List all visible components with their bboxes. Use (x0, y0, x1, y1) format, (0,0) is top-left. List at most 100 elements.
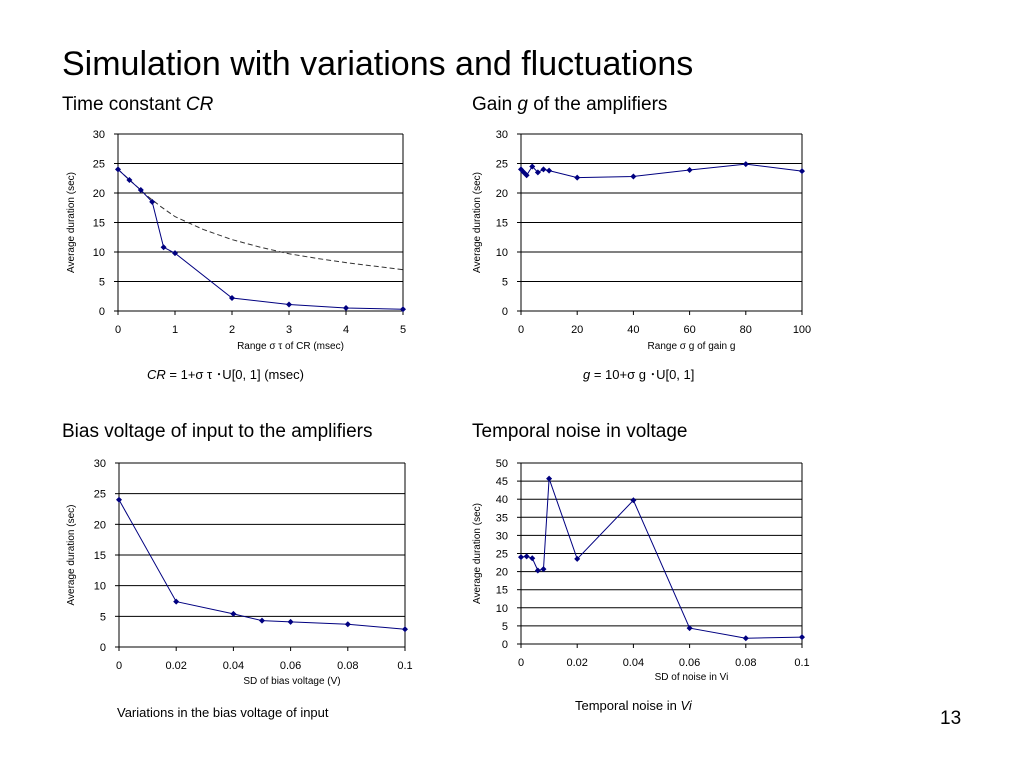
x-tick-label: 0.02 (165, 660, 186, 672)
section-heading-cr-label: Time constant (62, 94, 186, 115)
x-axis-title: Range σ τ of CR (msec) (237, 341, 344, 352)
data-point (229, 295, 235, 302)
y-axis-title: Average duration (sec) (472, 172, 483, 273)
section-heading-cr-italic: CR (185, 94, 214, 115)
y-tick-label: 25 (93, 159, 105, 171)
data-point (287, 618, 294, 625)
data-point (540, 566, 547, 573)
x-tick-label: 100 (793, 324, 811, 336)
data-point (230, 610, 237, 617)
data-point (116, 496, 122, 503)
chart-time-constant: 0 5 10 15 20 25 30 0 1 2 3 4 5 Range σ τ of CR (msec)… (66, 129, 406, 352)
data-point (520, 169, 527, 176)
data-point (799, 634, 805, 641)
page-number: 13 (940, 708, 962, 729)
series-line (118, 499, 406, 630)
caption-bias: Variations in the bias voltage of input (117, 705, 329, 720)
y-tick-label: 0 (100, 642, 106, 654)
data-point (344, 621, 351, 628)
y-tick-label: 25 (496, 549, 508, 561)
section-heading-noise: Temporal noise in voltage (472, 421, 688, 442)
x-tick-label: 0 (518, 324, 524, 336)
y-tick-label: 20 (496, 188, 508, 200)
data-point (630, 173, 637, 180)
y-tick-label: 35 (496, 512, 508, 524)
data-point (286, 301, 292, 308)
series-line (520, 478, 803, 639)
data-point (137, 187, 144, 194)
y-tick-label: 5 (99, 277, 105, 289)
chart-gain: 0 5 10 15 20 25 30 0 20 40 60 80 100 Range σ g of gai… (472, 129, 811, 352)
data-point (126, 177, 133, 184)
x-tick-label: 0.02 (566, 657, 587, 669)
section-heading-gain-italic: g (517, 94, 528, 115)
x-tick-label: 4 (343, 324, 349, 336)
reference-dashed-line (117, 169, 404, 271)
slide-title: Simulation with variations and fluctuati… (62, 45, 694, 83)
y-tick-label: 15 (93, 218, 105, 230)
y-tick-label: 30 (93, 129, 105, 141)
formula-cr-text: = 1+σ τ ･U[0, 1] (msec) (165, 367, 304, 382)
data-point (529, 555, 536, 562)
formula-gain-var: g (583, 367, 591, 382)
data-point (742, 635, 749, 642)
data-point (149, 198, 156, 205)
y-tick-label: 0 (99, 306, 105, 318)
y-tick-label: 10 (93, 247, 105, 259)
x-tick-label: 1 (172, 324, 178, 336)
data-point (546, 475, 553, 482)
y-tick-label: 20 (94, 519, 106, 531)
data-point (799, 168, 805, 175)
section-heading-gain-label: Gain (472, 94, 518, 115)
formula-gain: g = 10+σ g ･U[0, 1] (583, 367, 694, 383)
x-tick-label: 0.04 (623, 657, 644, 669)
y-tick-label: 10 (496, 247, 508, 259)
x-tick-label: 0.04 (223, 660, 244, 672)
y-axis-title: Average duration (sec) (66, 505, 77, 606)
y-tick-label: 5 (100, 611, 106, 623)
data-point (115, 166, 121, 173)
data-point (534, 169, 541, 176)
data-point (160, 244, 167, 251)
caption-noise-var: Vi (680, 698, 692, 713)
data-point (523, 172, 530, 179)
x-tick-label: 0.06 (679, 657, 700, 669)
y-tick-label: 20 (93, 188, 105, 200)
data-point (529, 163, 536, 170)
data-point (402, 626, 408, 633)
y-tick-label: 20 (496, 567, 508, 579)
x-tick-label: 80 (740, 324, 752, 336)
x-tick-label: 0.08 (735, 657, 756, 669)
data-point (343, 305, 349, 312)
x-tick-label: 0 (518, 657, 524, 669)
y-tick-label: 50 (496, 458, 508, 470)
data-point (400, 306, 406, 313)
y-tick-label: 30 (94, 458, 106, 470)
section-heading-gain-after: of the amplifiers (528, 94, 668, 115)
x-tick-label: 40 (627, 324, 639, 336)
x-tick-label: 0.1 (397, 660, 412, 672)
x-tick-label: 0.08 (337, 660, 358, 672)
y-tick-label: 25 (94, 489, 106, 501)
caption-noise: Temporal noise in Vi (575, 698, 692, 714)
caption-noise-prefix: Temporal noise in (575, 698, 681, 713)
chart-temporal-noise: 0 5 10 15 20 25 30 35 40 45 50 0 0.02 0.04 0.06 0.08 0.1… (472, 458, 810, 683)
data-point (259, 617, 265, 624)
y-tick-label: 5 (502, 621, 508, 633)
x-tick-label: 60 (683, 324, 695, 336)
x-tick-label: 2 (229, 324, 235, 336)
data-point (574, 174, 581, 181)
y-tick-label: 10 (496, 603, 508, 615)
x-tick-label: 0.1 (794, 657, 809, 669)
x-tick-label: 20 (571, 324, 583, 336)
y-axis-title: Average duration (sec) (472, 503, 483, 604)
formula-cr: CR = 1+σ τ ･U[0, 1] (msec) (147, 367, 304, 383)
y-tick-label: 15 (94, 550, 106, 562)
data-point (630, 497, 637, 504)
data-point (518, 554, 524, 561)
y-tick-label: 15 (496, 218, 508, 230)
data-point (742, 161, 749, 168)
x-tick-label: 5 (400, 324, 406, 336)
data-point (540, 166, 547, 173)
data-point (534, 567, 541, 574)
